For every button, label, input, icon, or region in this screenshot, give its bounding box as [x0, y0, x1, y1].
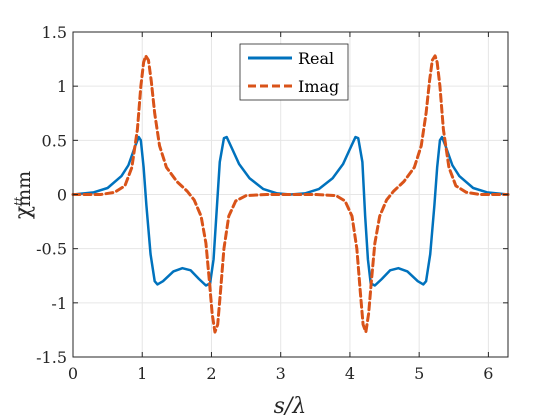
x-tick-label: 5 — [414, 364, 424, 383]
series-line-imag — [71, 54, 510, 334]
y-axis-label-sub: mm — [13, 171, 35, 207]
legend-box — [239, 43, 349, 101]
svg-text:χttmm: χttmm — [11, 171, 36, 219]
legend: Real Imag — [239, 43, 349, 101]
y-axis-label-main: χ — [11, 206, 36, 219]
y-tick-label: 0.5 — [42, 131, 67, 150]
legend-label-real: Real — [298, 49, 334, 68]
x-axis-label: s/λ — [274, 394, 307, 419]
y-tick-label: -0.5 — [36, 240, 67, 259]
x-tick-label: 4 — [345, 364, 355, 383]
y-axis-label: χttmm — [11, 171, 36, 219]
ticks: 0 1 2 3 4 5 6 -1.5 -1 -0.5 0 0.5 1 1.5 — [36, 23, 508, 383]
y-tick-label: 1.5 — [42, 23, 67, 42]
x-tick-label: 1 — [137, 364, 147, 383]
legend-label-imag: Imag — [298, 77, 339, 96]
x-tick-label: 6 — [483, 364, 493, 383]
y-tick-label: 0 — [57, 186, 67, 205]
x-tick-label: 0 — [68, 364, 78, 383]
y-axis-label-sup: tt — [12, 196, 25, 205]
y-tick-label: -1.5 — [36, 348, 67, 367]
x-tick-label: 2 — [206, 364, 216, 383]
series-layer — [71, 54, 510, 334]
y-tick-label: -1 — [51, 294, 67, 313]
y-tick-label: 1 — [57, 77, 67, 96]
x-tick-label: 3 — [276, 364, 286, 383]
